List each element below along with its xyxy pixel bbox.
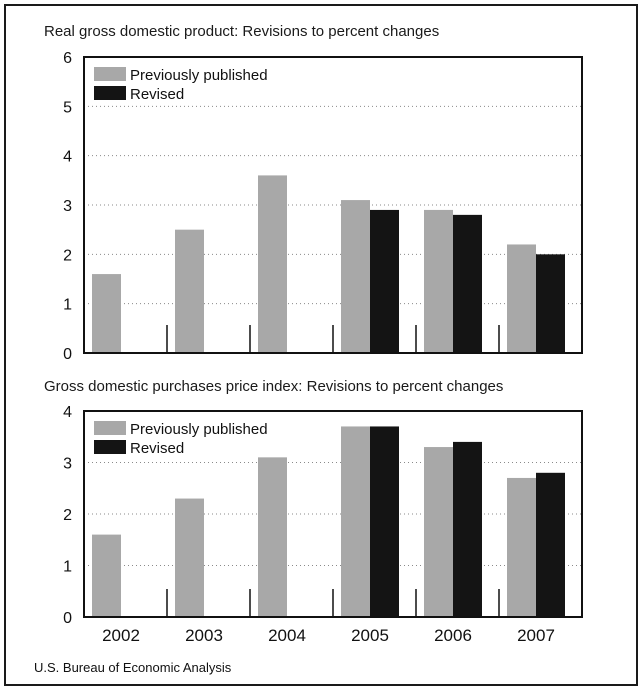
y-tick-label: 6 bbox=[63, 50, 72, 67]
plot-frame bbox=[83, 410, 583, 618]
bar-previously-published-2003 bbox=[175, 229, 204, 353]
bar-revised-2006 bbox=[453, 441, 482, 617]
legend-swatch-previously-published bbox=[94, 421, 126, 435]
source-note: U.S. Bureau of Economic Analysis bbox=[34, 660, 232, 675]
chart-title: Real gross domestic product: Revisions t… bbox=[44, 23, 439, 40]
bar-previously-published-2002 bbox=[92, 534, 121, 617]
bar-previously-published-2004 bbox=[258, 457, 287, 617]
chart-real-gdp: Real gross domestic product: Revisions t… bbox=[44, 23, 583, 363]
chart-price-index: Gross domestic purchases price index: Re… bbox=[44, 378, 583, 645]
y-tick-label: 3 bbox=[63, 198, 72, 215]
bar-revised-2005 bbox=[370, 426, 399, 617]
bar-previously-published-2006 bbox=[424, 209, 453, 353]
legend-label-revised: Revised bbox=[130, 86, 184, 103]
legend-label-previously-published: Previously published bbox=[130, 67, 268, 84]
legend-swatch-previously-published bbox=[94, 67, 126, 81]
x-category-label: 2002 bbox=[102, 626, 140, 645]
bar-previously-published-2007 bbox=[507, 244, 536, 353]
y-tick-label: 4 bbox=[63, 149, 72, 166]
y-tick-label: 1 bbox=[63, 297, 72, 314]
bar-revised-2005 bbox=[370, 209, 399, 353]
legend-swatch-revised bbox=[94, 86, 126, 100]
y-tick-label: 0 bbox=[63, 346, 72, 363]
x-category-label: 2006 bbox=[434, 626, 472, 645]
y-tick-label: 5 bbox=[63, 99, 72, 116]
x-category-label: 2004 bbox=[268, 626, 306, 645]
bar-previously-published-2004 bbox=[258, 175, 287, 353]
bar-revised-2007 bbox=[536, 254, 565, 353]
y-tick-label: 0 bbox=[63, 610, 72, 627]
bar-previously-published-2003 bbox=[175, 498, 204, 617]
bar-previously-published-2005 bbox=[341, 200, 370, 353]
x-category-label: 2005 bbox=[351, 626, 389, 645]
bar-previously-published-2007 bbox=[507, 477, 536, 617]
x-category-label: 2007 bbox=[517, 626, 555, 645]
plot-frame bbox=[83, 56, 583, 354]
bar-revised-2007 bbox=[536, 472, 565, 617]
x-category-label: 2003 bbox=[185, 626, 223, 645]
legend-label-revised: Revised bbox=[130, 440, 184, 457]
y-tick-label: 4 bbox=[63, 404, 72, 421]
bar-revised-2006 bbox=[453, 214, 482, 353]
y-tick-label: 3 bbox=[63, 456, 72, 473]
bar-previously-published-2006 bbox=[424, 447, 453, 617]
chart-title: Gross domestic purchases price index: Re… bbox=[44, 378, 503, 395]
bar-previously-published-2002 bbox=[92, 274, 121, 353]
y-tick-label: 2 bbox=[63, 507, 72, 524]
legend-swatch-revised bbox=[94, 440, 126, 454]
legend-label-previously-published: Previously published bbox=[130, 421, 268, 438]
y-tick-label: 2 bbox=[63, 247, 72, 264]
y-tick-label: 1 bbox=[63, 559, 72, 576]
bar-previously-published-2005 bbox=[341, 426, 370, 617]
